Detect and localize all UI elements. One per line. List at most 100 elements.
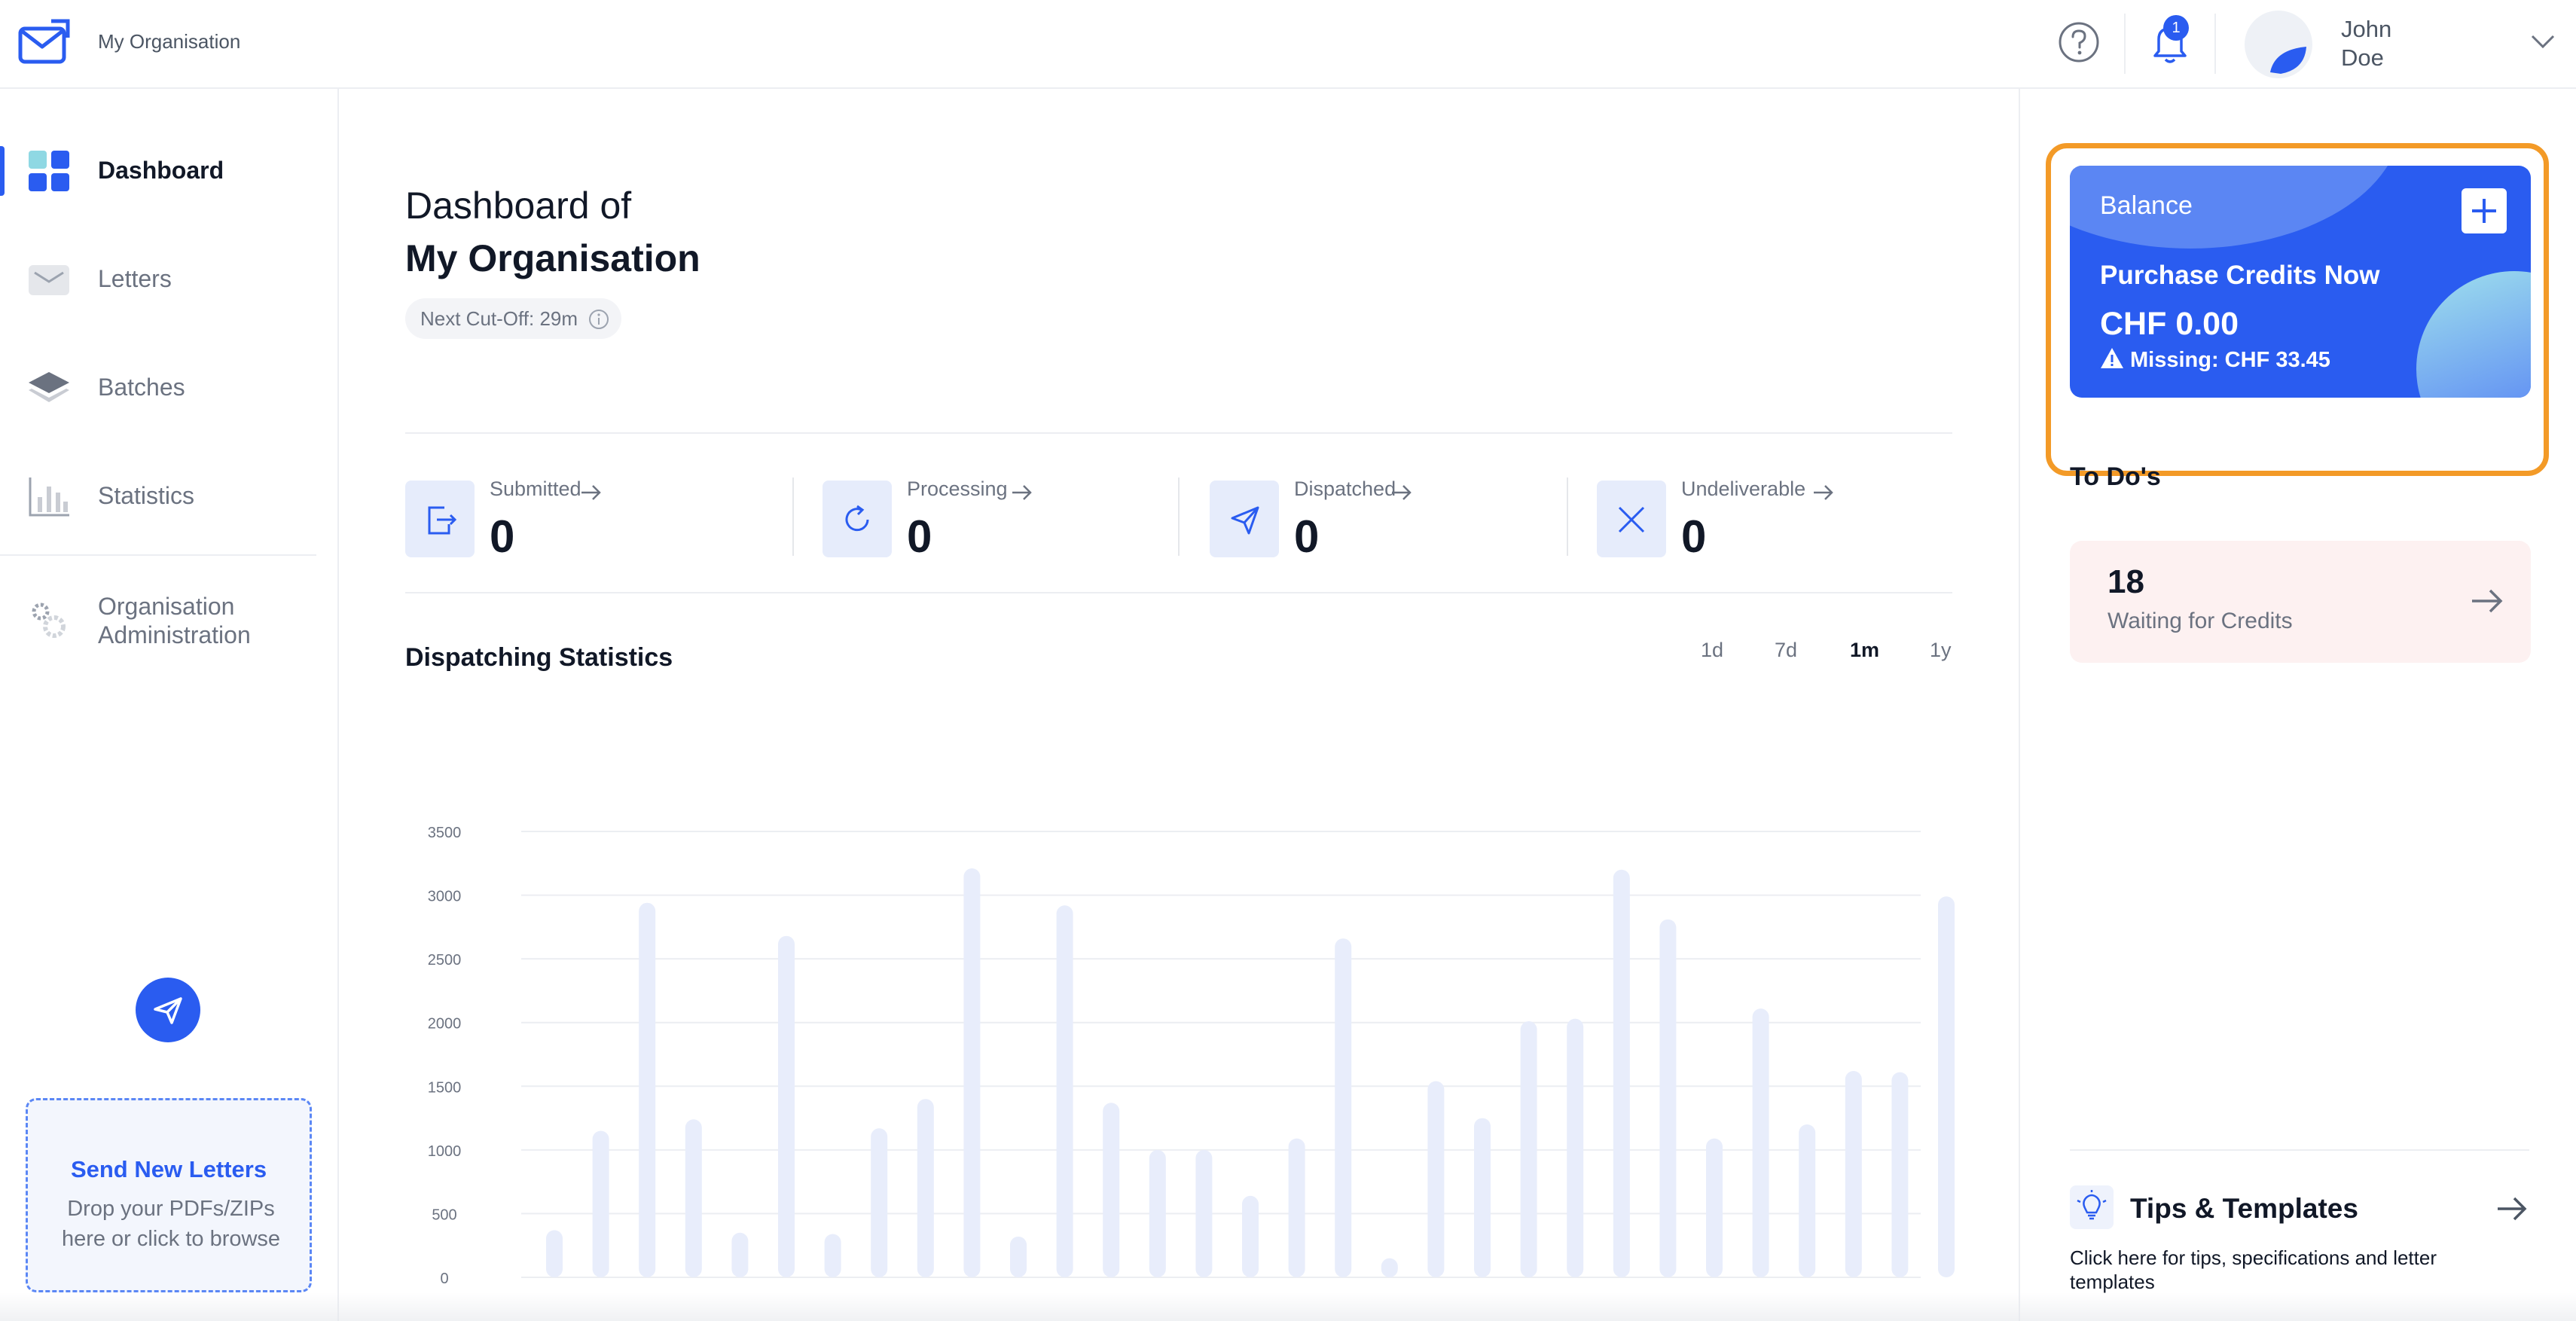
card-decoration <box>2416 271 2531 398</box>
divider <box>405 592 1952 593</box>
chart-bar[interactable] <box>917 1099 934 1277</box>
sidebar-item-statistics[interactable]: Statistics <box>0 455 339 538</box>
right-panel: Balance Purchase Credits Now CHF 0.00 Mi… <box>2019 89 2576 1321</box>
stat-undeliverable[interactable]: Undeliverable 0 <box>1597 477 1973 562</box>
chart-bar[interactable] <box>592 1130 609 1277</box>
arrow-right-icon <box>1814 485 1833 500</box>
chevron-down-icon[interactable] <box>2528 30 2558 53</box>
arrow-right-icon <box>1392 485 1412 500</box>
missing-amount: Missing: CHF 33.45 <box>2130 348 2330 372</box>
stat-value: 0 <box>1681 511 1707 562</box>
stat-processing[interactable]: Processing 0 <box>823 477 1199 562</box>
chart-bar[interactable] <box>1891 1072 1909 1277</box>
chart-bar[interactable] <box>778 935 795 1277</box>
stat-divider <box>1567 477 1568 556</box>
chart-bar[interactable] <box>1427 1081 1445 1277</box>
upload-subtitle: Drop your PDFs/ZIPs here or click to bro… <box>61 1197 281 1251</box>
user-name[interactable]: John Doe <box>2341 15 2446 72</box>
org-logo-icon[interactable] <box>18 18 71 66</box>
chart-bar[interactable] <box>1474 1118 1491 1277</box>
chart-bar[interactable] <box>685 1119 702 1277</box>
lightbulb-icon <box>2077 1190 2107 1220</box>
balance-amount: CHF 0.00 <box>2100 306 2239 342</box>
tips-subtitle: Click here for tips, specifications and … <box>2070 1246 2437 1293</box>
todo-label: Waiting for Credits <box>2107 609 2293 633</box>
y-tick-label: 2500 <box>428 952 462 969</box>
y-tick-label: 3000 <box>428 889 462 905</box>
chart-bar[interactable] <box>1520 1021 1537 1277</box>
sidebar-item-organisation-administration[interactable]: Organisation Administration <box>0 578 339 661</box>
document-export-icon <box>428 506 457 535</box>
org-name[interactable]: My Organisation <box>98 30 241 53</box>
layers-icon <box>29 372 69 402</box>
range-tab-1m[interactable]: 1m <box>1850 639 1880 661</box>
stat-label: Dispatched <box>1294 477 1396 500</box>
chart-bar[interactable] <box>1242 1195 1259 1277</box>
warning-icon <box>2101 348 2123 368</box>
notification-badge: 1 <box>2163 15 2189 41</box>
chart-bar[interactable] <box>1195 1149 1213 1277</box>
page-title-prefix: Dashboard of <box>405 185 632 227</box>
chart-bar[interactable] <box>824 1234 841 1277</box>
stat-divider <box>1178 477 1180 556</box>
sidebar-item-label: Letters <box>98 265 172 292</box>
todo-waiting-for-credits[interactable]: 18 Waiting for Credits <box>2070 541 2531 663</box>
chart-bar[interactable] <box>731 1232 749 1277</box>
stat-dispatched[interactable]: Dispatched 0 <box>1210 477 1586 562</box>
stat-value: 0 <box>907 511 932 562</box>
arrow-right-icon[interactable] <box>2495 1194 2529 1223</box>
chart-bar[interactable] <box>1659 919 1677 1277</box>
help-icon[interactable] <box>2056 20 2101 65</box>
todo-title: To Do's <box>2070 462 2161 491</box>
chart-bar[interactable] <box>546 1230 563 1277</box>
chart-bar[interactable] <box>639 902 656 1277</box>
range-tab-1y[interactable]: 1y <box>1930 639 1952 661</box>
sidebar-item-label: Organisation Administration <box>98 592 251 649</box>
balance-card[interactable]: Balance Purchase Credits Now CHF 0.00 Mi… <box>2070 166 2531 398</box>
dashboard-icon <box>29 151 69 191</box>
chart-bar[interactable] <box>1010 1236 1027 1277</box>
stat-label: Undeliverable <box>1681 477 1806 500</box>
header-divider <box>2214 14 2216 74</box>
y-tick-label: 3500 <box>428 825 462 841</box>
avatar[interactable] <box>2245 11 2312 78</box>
sidebar-item-letters[interactable]: Letters <box>0 238 339 321</box>
sidebar-item-label: Statistics <box>98 482 195 509</box>
tips-icon-bg <box>2070 1185 2114 1229</box>
range-tab-7d[interactable]: 7d <box>1775 639 1798 661</box>
y-tick-label: 1000 <box>428 1143 462 1160</box>
chart-bar[interactable] <box>1056 905 1073 1277</box>
chart-bar[interactable] <box>1938 896 1955 1277</box>
divider <box>405 432 1952 434</box>
chart-bar[interactable] <box>1103 1103 1120 1277</box>
chart-bar[interactable] <box>1613 869 1630 1277</box>
stat-icon-bg <box>405 481 475 557</box>
plus-icon <box>2472 199 2496 223</box>
chart-bar[interactable] <box>1567 1018 1584 1277</box>
chart-bar[interactable] <box>1752 1008 1769 1277</box>
chart-bar[interactable] <box>1335 938 1352 1277</box>
purchase-credits-link[interactable]: Purchase Credits Now <box>2100 261 2380 290</box>
tips-title[interactable]: Tips & Templates <box>2130 1193 2358 1224</box>
send-letters-button[interactable] <box>136 978 200 1042</box>
sidebar-item-batches[interactable]: Batches <box>0 346 339 429</box>
chart-bar[interactable] <box>871 1128 888 1277</box>
chart-bar[interactable] <box>1381 1258 1398 1277</box>
chart-bar[interactable] <box>1845 1070 1862 1277</box>
chart-bar[interactable] <box>1799 1124 1816 1277</box>
y-tick-label: 0 <box>440 1271 448 1287</box>
sidebar-item-dashboard[interactable]: Dashboard <box>0 130 339 212</box>
chart-bar[interactable] <box>963 868 981 1277</box>
stat-value: 0 <box>1294 511 1320 562</box>
upload-dropzone[interactable]: Send New Letters Drop your PDFs/ZIPs her… <box>26 1098 312 1292</box>
chart-bar[interactable] <box>1706 1138 1723 1277</box>
add-credits-button[interactable] <box>2462 188 2507 233</box>
chart-bar[interactable] <box>1149 1149 1166 1277</box>
info-icon[interactable] <box>588 309 609 330</box>
stat-icon-bg <box>1597 481 1666 557</box>
chart-bar[interactable] <box>1288 1138 1305 1277</box>
dispatch-bar-chart: 0500100015002000250030003500123456789101… <box>428 825 1955 1287</box>
range-tab-1d[interactable]: 1d <box>1701 639 1724 661</box>
stat-submitted[interactable]: Submitted 0 <box>405 477 782 562</box>
refresh-icon <box>845 505 869 532</box>
